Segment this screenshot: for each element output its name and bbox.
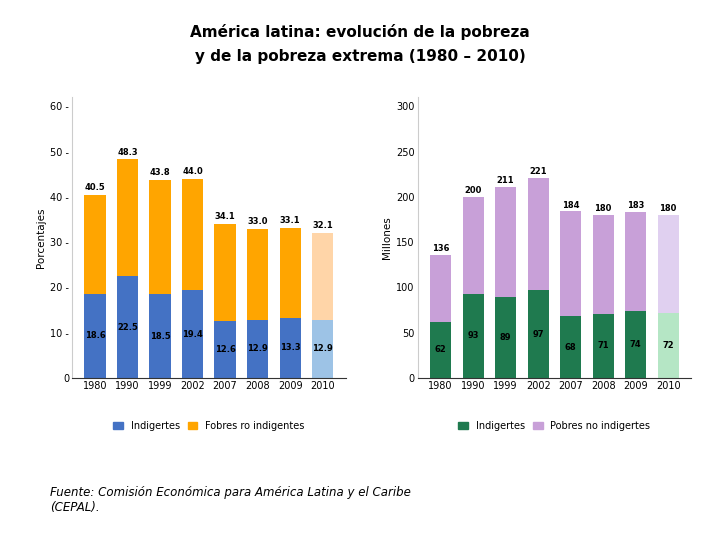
Text: 180: 180	[595, 204, 612, 213]
Bar	[625, 311, 647, 378]
Y-axis label: Millones: Millones	[382, 216, 392, 259]
Text: 72: 72	[662, 341, 674, 350]
Text: 40.5: 40.5	[85, 183, 105, 192]
Text: 19.4: 19.4	[182, 329, 203, 339]
Bar	[657, 215, 679, 313]
Bar	[430, 322, 451, 378]
Bar	[495, 187, 516, 298]
Bar	[657, 313, 679, 378]
Text: 62: 62	[435, 346, 446, 354]
Text: 12.9: 12.9	[312, 345, 333, 353]
Text: Fuente: Comisión Económica para América Latina y el Caribe
(CEPAL).: Fuente: Comisión Económica para América …	[50, 486, 411, 514]
Y-axis label: Porcentajes: Porcentajes	[36, 207, 46, 268]
Bar	[560, 211, 581, 316]
Bar	[430, 255, 451, 322]
Bar	[247, 320, 268, 378]
Bar	[528, 290, 549, 378]
Bar	[150, 180, 171, 294]
Legend: Indigertes, Pobres no indigertes: Indigertes, Pobres no indigertes	[454, 417, 654, 435]
Text: 183: 183	[627, 201, 644, 211]
Bar	[462, 294, 484, 378]
Bar	[247, 228, 268, 320]
Text: 68: 68	[565, 343, 577, 352]
Bar	[215, 224, 235, 321]
Text: 48.3: 48.3	[117, 147, 138, 157]
Bar	[593, 215, 613, 314]
Text: 18.5: 18.5	[150, 332, 171, 341]
Text: 22.5: 22.5	[117, 322, 138, 332]
Bar	[84, 294, 106, 378]
Bar	[117, 159, 138, 276]
Bar	[312, 320, 333, 378]
Text: 97: 97	[532, 329, 544, 339]
Text: y de la pobreza extrema (1980 – 2010): y de la pobreza extrema (1980 – 2010)	[194, 49, 526, 64]
Text: 12.9: 12.9	[247, 345, 268, 353]
Text: 74: 74	[630, 340, 642, 349]
Text: 18.6: 18.6	[85, 332, 105, 340]
Bar	[625, 212, 647, 311]
Text: 180: 180	[660, 204, 677, 213]
Bar	[312, 233, 333, 320]
Text: 12.6: 12.6	[215, 345, 235, 354]
Text: 211: 211	[497, 176, 515, 185]
Text: 33.0: 33.0	[248, 217, 268, 226]
Bar	[495, 298, 516, 378]
Text: 184: 184	[562, 200, 580, 210]
Bar	[150, 294, 171, 378]
Bar	[84, 194, 106, 294]
Text: 136: 136	[432, 244, 449, 253]
Text: 43.8: 43.8	[150, 168, 171, 177]
Legend: Indigertes, Fobres ro indigentes: Indigertes, Fobres ro indigentes	[109, 417, 308, 435]
Text: América latina: evolución de la pobreza: América latina: evolución de la pobreza	[190, 24, 530, 40]
Text: 221: 221	[529, 167, 547, 176]
Bar	[279, 228, 301, 318]
Bar	[182, 290, 203, 378]
Text: 89: 89	[500, 333, 511, 342]
Bar	[593, 314, 613, 378]
Text: 71: 71	[598, 341, 609, 350]
Bar	[528, 178, 549, 290]
Text: 200: 200	[464, 186, 482, 195]
Bar	[560, 316, 581, 378]
Bar	[279, 318, 301, 378]
Text: 93: 93	[467, 332, 479, 340]
Bar	[182, 179, 203, 290]
Text: 44.0: 44.0	[182, 167, 203, 176]
Bar	[462, 197, 484, 294]
Text: 33.1: 33.1	[280, 217, 300, 225]
Text: 13.3: 13.3	[280, 343, 300, 353]
Bar	[117, 276, 138, 378]
Bar	[215, 321, 235, 378]
Text: 34.1: 34.1	[215, 212, 235, 221]
Text: 32.1: 32.1	[312, 221, 333, 230]
